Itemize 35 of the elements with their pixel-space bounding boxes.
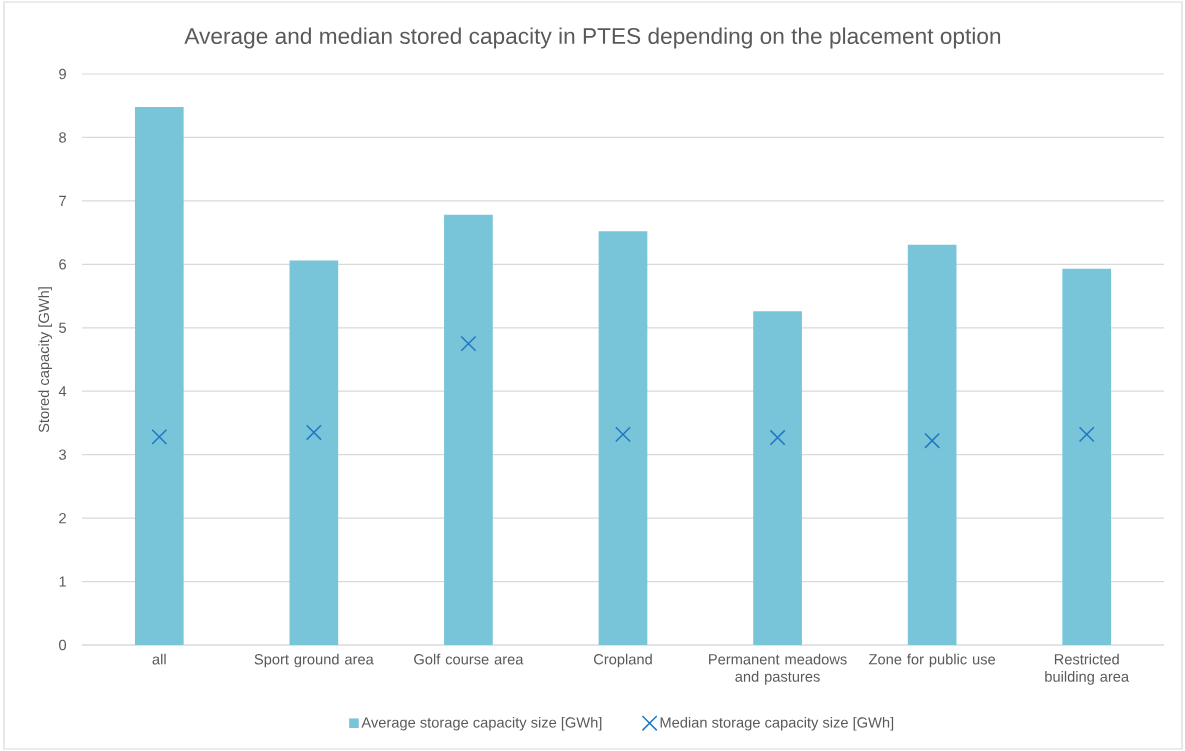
point [1078, 426, 1095, 443]
y-tick-label: 2 [59, 513, 66, 524]
chart-title: Average and median stored capacity in PTES depending on the placement option [184, 27, 1001, 49]
bar [1062, 268, 1112, 645]
x-tick-label: Cropland [593, 653, 652, 668]
x-tick-label: Golf course area [414, 653, 524, 665]
y-tick-label: 0 [59, 639, 67, 651]
x-tick-label: Sport ground area [254, 653, 374, 668]
y-tick-label: 8 [59, 132, 66, 143]
point [769, 429, 786, 446]
y-tick-label: 5 [59, 322, 66, 333]
bar [907, 244, 957, 645]
y-tick-label: 9 [59, 68, 66, 80]
point [305, 424, 322, 441]
y-tick-label: 6 [59, 259, 66, 270]
legend-label: Average storage capacity size [GWh] [361, 716, 602, 731]
x-tick-label: Restricted building area [1045, 653, 1130, 685]
y-tick-label: 1 [59, 576, 66, 587]
bar [134, 106, 184, 645]
x-tick-label: all [152, 653, 166, 665]
point [460, 335, 477, 352]
y-tick-label: 7 [59, 195, 66, 206]
point [151, 429, 168, 445]
x-tick-label: Permanent meadows and pastures [709, 653, 847, 685]
bar [753, 311, 802, 645]
bar [444, 214, 493, 645]
y-tick-label: 4 [58, 386, 67, 397]
x-tick-label: Zone for public use [869, 653, 996, 668]
point [615, 426, 631, 443]
point [924, 432, 941, 449]
bar [598, 231, 648, 645]
y-tick-label: 3 [59, 449, 66, 460]
legend-label: Median storage capacity size [GWh] [660, 716, 894, 731]
y-axis-title: Stored capacity [GWh] [38, 287, 52, 433]
bar [289, 260, 339, 645]
